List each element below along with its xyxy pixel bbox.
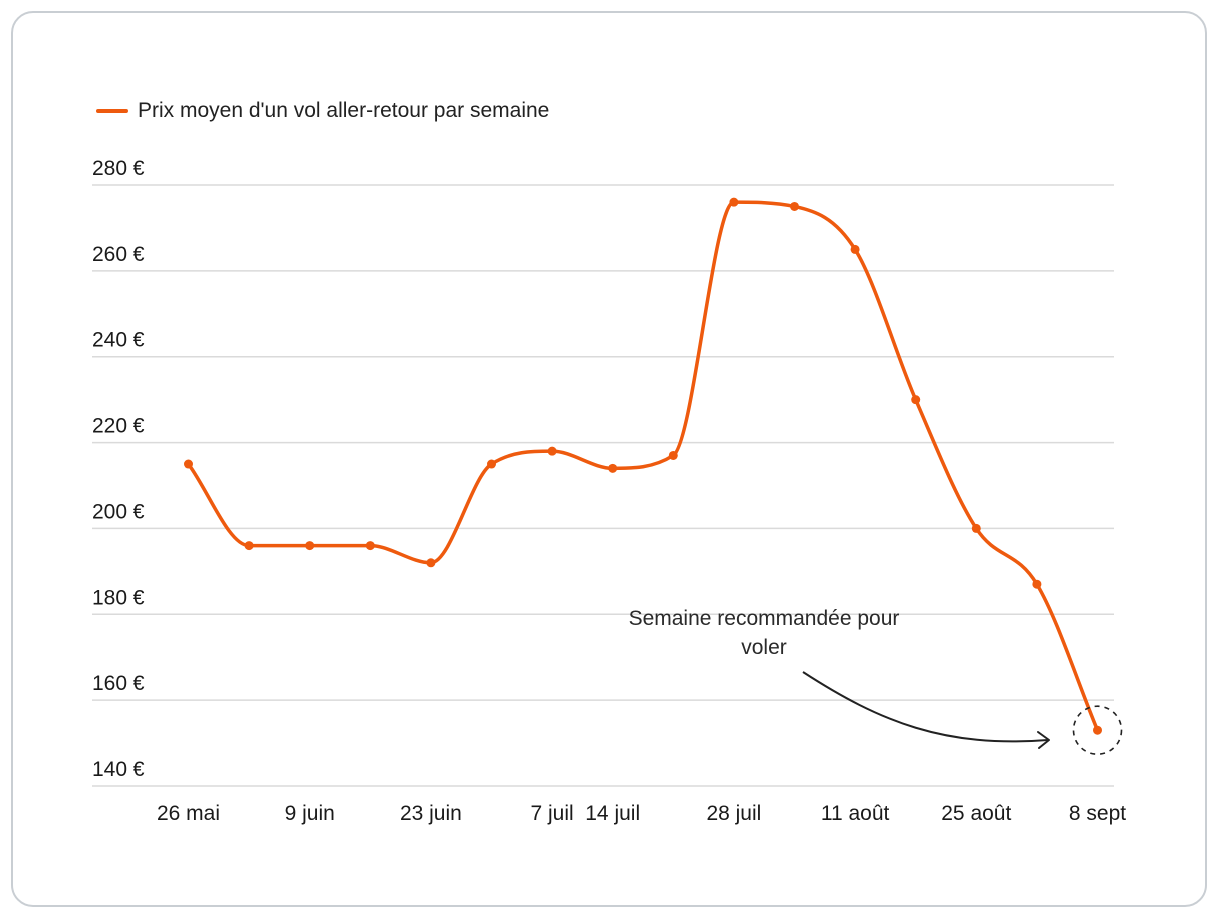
data-point bbox=[365, 541, 375, 551]
legend-swatch bbox=[96, 109, 128, 113]
x-tick-label: 26 mai bbox=[157, 802, 220, 825]
grid bbox=[92, 184, 1114, 787]
data-point bbox=[547, 446, 557, 456]
y-tick-label: 140 € bbox=[92, 758, 145, 781]
y-tick-label: 220 € bbox=[92, 415, 145, 438]
data-point bbox=[1032, 579, 1042, 589]
legend: Prix moyen d'un vol aller-retour par sem… bbox=[96, 99, 549, 123]
x-tick-label: 8 sept bbox=[1069, 802, 1126, 825]
data-point bbox=[911, 395, 921, 405]
data-point bbox=[305, 541, 315, 551]
data-point bbox=[426, 558, 436, 568]
y-tick-label: 180 € bbox=[92, 586, 145, 609]
data-point bbox=[1093, 725, 1102, 735]
data-point bbox=[184, 459, 193, 469]
data-point bbox=[790, 201, 799, 211]
x-tick-label: 14 juil bbox=[585, 802, 640, 825]
data-point bbox=[608, 463, 618, 473]
series-line bbox=[186, 200, 1100, 732]
x-axis-ticks: 26 mai 9 juin 23 juin 7 juil 14 juil 28 juil 1… bbox=[157, 802, 1126, 825]
y-axis-ticks: 140 € 160 € 180 € 200 € 220 € 240 € 260 € 280 € bbox=[92, 157, 145, 781]
arrow-head bbox=[1037, 731, 1050, 749]
x-tick-label: 7 juil bbox=[530, 802, 573, 825]
x-tick-label: 9 juin bbox=[285, 802, 335, 825]
x-tick-label: 23 juin bbox=[400, 802, 462, 825]
data-point bbox=[244, 541, 254, 551]
x-tick-label: 25 août bbox=[941, 802, 1011, 825]
highlight-circle bbox=[1072, 705, 1123, 755]
annotation-arrow bbox=[802, 671, 1049, 743]
y-tick-label: 160 € bbox=[92, 672, 145, 695]
annotation-text: Semaine recommandée pour bbox=[629, 607, 900, 630]
data-point bbox=[850, 244, 860, 254]
x-tick-label: 28 juil bbox=[706, 802, 761, 825]
data-point bbox=[668, 450, 678, 460]
y-tick-label: 200 € bbox=[92, 500, 145, 523]
y-tick-label: 280 € bbox=[92, 157, 145, 180]
data-point bbox=[729, 197, 739, 207]
annotation: Semaine recommandée pour voler bbox=[629, 607, 1123, 755]
data-point bbox=[487, 459, 496, 469]
legend-label: Prix moyen d'un vol aller-retour par sem… bbox=[138, 99, 550, 122]
chart-card bbox=[11, 11, 1207, 907]
annotation-text: voler bbox=[741, 636, 787, 659]
y-tick-label: 240 € bbox=[92, 329, 145, 352]
y-tick-label: 260 € bbox=[92, 243, 145, 266]
series bbox=[184, 197, 1102, 735]
x-tick-label: 11 août bbox=[821, 802, 890, 825]
data-point bbox=[971, 523, 981, 533]
